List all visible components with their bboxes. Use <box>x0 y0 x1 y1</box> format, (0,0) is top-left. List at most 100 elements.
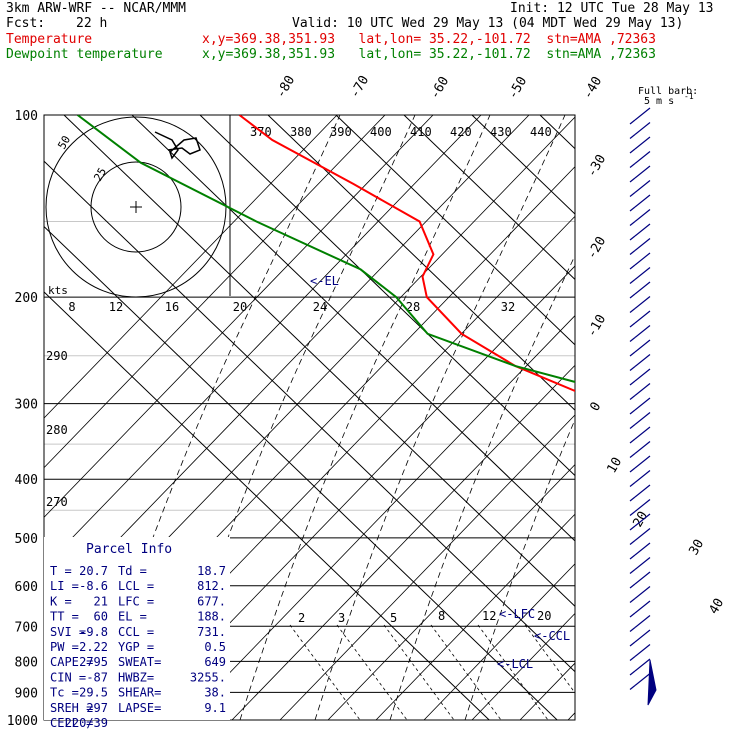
theta-label: 400 <box>370 125 392 139</box>
isotherm-line <box>267 115 575 411</box>
moist-adiabat-line <box>314 115 566 720</box>
mixing-ratio-label: 2 <box>298 611 305 625</box>
hodograph-unit-label: kts <box>48 284 68 297</box>
pressure-tick-label: 500 <box>15 532 38 547</box>
parcel-label: EL = <box>118 610 147 624</box>
wind-barb <box>634 296 651 309</box>
wind-barb <box>634 412 651 425</box>
level-annotation: <-LCL <box>497 657 533 671</box>
wind-barb-staff <box>629 467 636 473</box>
wind-barb <box>634 470 651 483</box>
parcel-label: LAPSE= <box>118 701 161 715</box>
mixing-ratio-line <box>289 624 361 720</box>
mixing-ratio-line <box>524 624 575 694</box>
parcel-value: 2795 <box>79 655 108 669</box>
dry-adiabat-line <box>44 115 434 518</box>
isotherm-label: 0 <box>587 400 604 414</box>
isotherm-line <box>44 160 575 673</box>
wind-barb-staff <box>629 569 636 574</box>
wind-barb <box>634 122 651 135</box>
parcel-label: CAPE = <box>50 655 93 669</box>
wind-barb <box>634 151 651 164</box>
parcel-label: K = <box>50 594 72 608</box>
wind-barb-staff <box>629 540 636 545</box>
wind-barb <box>634 223 651 237</box>
dry-adiabat-line <box>664 115 740 720</box>
wind-barb <box>634 571 651 585</box>
wind-barb <box>634 658 651 672</box>
temperature-legend-label: Temperature <box>6 32 93 47</box>
parcel-label: PW = <box>50 640 79 654</box>
wind-barb-staff <box>629 221 636 226</box>
parcel-label: TT = <box>50 610 79 624</box>
wind-barb <box>634 383 651 396</box>
wind-barb-key-exponent: -1 <box>684 92 694 101</box>
parcel-value: 21 <box>94 594 108 608</box>
dry-adiabat-line <box>567 712 575 720</box>
dry-adiabat-line <box>279 414 575 720</box>
parcel-label: CCL = <box>118 625 154 639</box>
wind-barb-staff <box>629 264 636 270</box>
isotherm-line <box>44 291 490 720</box>
isotherm-line <box>131 115 575 542</box>
wind-barb-staff <box>629 496 636 502</box>
isotherm-line <box>676 115 740 720</box>
wind-barb-staff <box>629 351 636 357</box>
parcel-value: 2.22 <box>79 640 108 654</box>
dry-adiabat-line <box>44 115 530 618</box>
wind-barb-staff <box>629 525 636 531</box>
parcel-label: SVI = <box>50 625 86 639</box>
parcel-value: 731. <box>197 625 226 639</box>
parcel-label: T = <box>50 564 72 578</box>
wind-barb <box>634 513 651 527</box>
wind-barb-staff <box>629 177 636 183</box>
hodograph-speed-label: 8 <box>68 300 75 314</box>
theta-label: 410 <box>410 125 432 139</box>
parcel-label: Tc = <box>50 686 79 700</box>
wind-barb-staff <box>629 583 636 589</box>
wind-barb <box>634 615 651 628</box>
pressure-tick-label: 900 <box>15 686 38 701</box>
parcel-value: 188. <box>197 610 226 624</box>
wind-barb-low-cluster <box>647 659 657 706</box>
wind-barb-staff <box>629 641 636 647</box>
wind-barb <box>634 238 651 251</box>
level-annotation: <-EL <box>310 274 339 288</box>
hodograph-circle-label: 25 <box>91 166 109 184</box>
wind-barb <box>634 325 651 338</box>
isotherm-label: 40 <box>706 596 727 617</box>
level-annotations: <-EL <-LFC <-CCL<-LCL <box>310 274 570 671</box>
dry-adiabat-line <box>44 115 386 469</box>
pressure-tick-label: 400 <box>15 473 38 488</box>
diagram-frame <box>43 114 576 721</box>
parcel-panel-bg <box>44 537 230 720</box>
mixing-ratio-line <box>336 624 408 720</box>
wind-barb-staff <box>629 119 636 125</box>
temperature-profile-line <box>238 115 575 393</box>
wind-barb <box>634 310 651 324</box>
moist-adiabat-line <box>239 115 491 720</box>
parcel-label: LI = <box>50 579 79 593</box>
wind-barb <box>634 484 651 498</box>
isotherm-line <box>403 115 575 281</box>
hodograph-speed-label: 28 <box>406 300 420 314</box>
theta-label: 440 <box>530 125 552 139</box>
dry-adiabat-line <box>327 463 575 720</box>
level-annotation: <-LFC <box>499 607 535 621</box>
theta-side-label: 280 <box>46 423 68 437</box>
parcel-label: YGP = <box>118 640 154 654</box>
mixing-ratio-line <box>430 624 502 720</box>
wind-barb-staff <box>629 438 636 444</box>
wind-barb <box>634 499 651 512</box>
parcel-value: -9.8 <box>79 625 108 639</box>
dry-adiabat-line <box>135 265 575 720</box>
parcel-value: 9.1 <box>204 701 226 715</box>
isotherm-label: -10 <box>584 312 609 340</box>
wind-barb-staff <box>629 134 636 139</box>
hodograph-speed-label: 12 <box>109 300 123 314</box>
wind-barb-staff <box>629 163 636 168</box>
wind-barb-staff <box>629 656 636 661</box>
mixing-ratio-line <box>383 624 455 720</box>
theta-side-label: 290 <box>46 349 68 363</box>
wind-barb-staff <box>629 322 636 328</box>
